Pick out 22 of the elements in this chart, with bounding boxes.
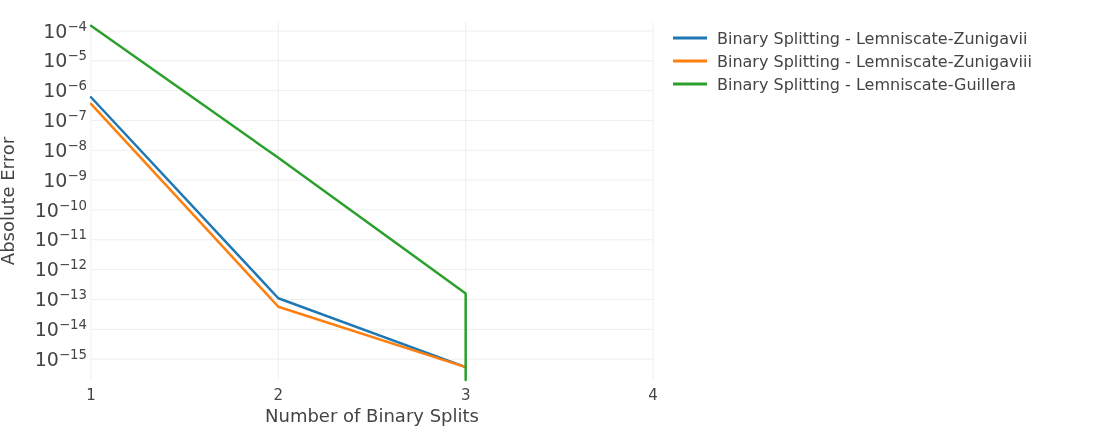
y-tick-label: 10$^{−4}$: [43, 18, 87, 42]
y-tick-label: 10$^{−8}$: [43, 137, 87, 161]
x-tick-label: 4: [648, 386, 658, 404]
y-tick-label: 10$^{−15}$: [34, 346, 87, 370]
y-tick-label: 10$^{−5}$: [43, 47, 87, 72]
y-tick-label: 10$^{−12}$: [34, 256, 87, 281]
y-tick-label: 10$^{−10}$: [34, 197, 87, 221]
y-axis-title: Absolute Error: [0, 136, 18, 266]
legend-label: Binary Splitting - Lemniscate-Zunigaviii: [717, 51, 1032, 71]
x-axis-title: Number of Binary Splits: [265, 405, 479, 426]
legend-label: Binary Splitting - Lemniscate-Guillera: [717, 74, 1017, 94]
y-tick-label: 10$^{−14}$: [34, 316, 87, 340]
y-tick-label: 10$^{−9}$: [43, 167, 87, 191]
x-tick-label: 3: [460, 386, 471, 404]
y-tick-label: 10$^{−11}$: [34, 226, 87, 251]
line-series: [89, 24, 467, 382]
x-tick-label: 2: [273, 386, 284, 404]
legend-label: Binary Splitting - Lemniscate-Zunigavii: [717, 28, 1028, 48]
y-tick-label: 10$^{−6}$: [43, 77, 87, 102]
y-tick-label: 10$^{−7}$: [43, 107, 87, 132]
y-tick-label: 10$^{−13}$: [34, 286, 87, 311]
x-tick-label: 1: [86, 386, 96, 404]
